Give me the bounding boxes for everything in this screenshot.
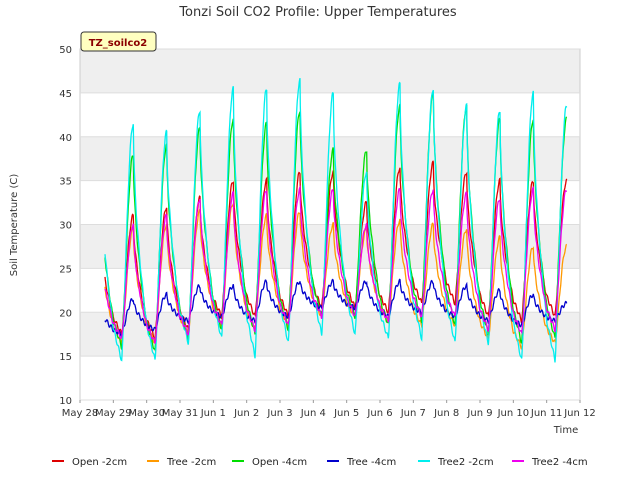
x-tick-label: Jun 1 xyxy=(200,408,226,419)
legend-item: Open -2cm xyxy=(52,457,127,468)
y-tick-label: 50 xyxy=(59,45,72,56)
site-badge-label: TZ_soilco2 xyxy=(89,38,148,49)
x-tick-label: Jun 2 xyxy=(233,408,259,419)
y-tick-label: 35 xyxy=(59,177,72,188)
x-tick-label: Jun 7 xyxy=(400,408,426,419)
x-tick-label: May 31 xyxy=(162,408,199,419)
x-tick-label: Jun 12 xyxy=(563,408,596,419)
legend-item: Tree -4cm xyxy=(327,457,396,468)
legend-item: Tree -2cm xyxy=(147,457,216,468)
x-tick-label: Jun 6 xyxy=(366,408,392,419)
legend-label: Tree -4cm xyxy=(346,457,396,468)
legend-item: Open -4cm xyxy=(232,457,307,468)
chart-title: Tonzi Soil CO2 Profile: Upper Temperatur… xyxy=(178,5,457,20)
x-tick-label: Jun 11 xyxy=(530,408,563,419)
y-tick-label: 10 xyxy=(59,396,72,407)
site-badge-box xyxy=(80,31,157,52)
y-tick-label: 25 xyxy=(59,264,72,275)
y-tick-labels: 10 15 20 25 30 35 40 45 50 xyxy=(59,45,72,407)
legend-label: Tree2 -2cm xyxy=(437,457,494,468)
legend: Open -2cm Tree -2cm Open -4cm Tree -4cm Tree… xyxy=(52,457,588,468)
x-tick-label: Jun 9 xyxy=(466,408,492,419)
plot-band xyxy=(80,312,580,357)
y-tick-label: 45 xyxy=(59,89,72,100)
site-badge: TZ_soilco2 xyxy=(80,31,157,52)
x-tick-label: Jun 5 xyxy=(333,408,359,419)
x-tick-label: May 30 xyxy=(128,408,165,419)
x-tick-label: Jun 8 xyxy=(433,408,459,419)
legend-label: Open -4cm xyxy=(252,457,307,468)
x-tick-label: Jun 3 xyxy=(266,408,292,419)
y-tick-label: 15 xyxy=(59,352,72,363)
legend-item: Tree2 -4cm xyxy=(512,457,588,468)
x-tick-label: Jun 10 xyxy=(497,408,530,419)
y-axis-title: Soil Temperature (C) xyxy=(9,174,20,277)
y-tick-label: 40 xyxy=(59,133,72,144)
plot-background-bands xyxy=(80,49,580,357)
series-lines xyxy=(104,77,568,363)
x-axis-title: Time xyxy=(553,425,578,436)
legend-label: Tree2 -4cm xyxy=(531,457,588,468)
x-tick-label: May 28 xyxy=(62,408,99,419)
y-tick-label: 20 xyxy=(59,308,72,319)
x-tick-label: May 29 xyxy=(95,408,132,419)
legend-label: Open -2cm xyxy=(72,457,127,468)
legend-item: Tree2 -2cm xyxy=(418,457,494,468)
x-tick-label: Jun 4 xyxy=(300,408,326,419)
legend-label: Tree -2cm xyxy=(166,457,216,468)
y-tick-label: 30 xyxy=(59,221,72,232)
series-line-tree2-4cm xyxy=(104,184,568,344)
plot-band xyxy=(80,49,580,93)
